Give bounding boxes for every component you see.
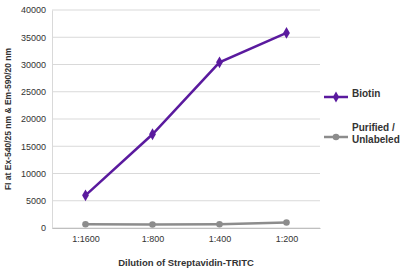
x-tick: 1:1600 <box>72 228 100 244</box>
legend-entry: Biotin <box>324 88 380 102</box>
y-tick-label: 5000 <box>26 196 46 206</box>
legend: Biotin Purified /Unlabeled <box>324 88 400 145</box>
y-tick-label: 20000 <box>21 114 46 124</box>
y-tick-label: 40000 <box>21 5 46 15</box>
point <box>82 189 89 201</box>
x-tick: 1:800 <box>142 228 165 244</box>
legend-label: Purified /Unlabeled <box>352 122 400 145</box>
x-axis-title: Dilution of Streptavidin-TRITC <box>118 257 254 268</box>
legend-label: Biotin <box>352 88 380 99</box>
y-axis-line <box>52 11 53 229</box>
y-tick-label: 0 <box>41 223 46 233</box>
grid <box>52 10 320 228</box>
y-tick-label: 10000 <box>21 169 46 179</box>
series-line <box>86 33 287 195</box>
x-tick-label: 1:200 <box>276 234 299 244</box>
y-tick-label: 35000 <box>21 33 46 43</box>
y-tick-label: 15000 <box>21 142 46 152</box>
point <box>283 27 290 39</box>
point <box>82 221 89 228</box>
y-tick-label: 25000 <box>21 87 46 97</box>
series-group <box>82 27 290 228</box>
x-tick: 1:400 <box>209 228 232 244</box>
grid-line <box>52 200 320 201</box>
y-axis: 0 5000 10000 15000 20000 25000 30000 35000 40000 <box>21 5 53 233</box>
grid-line <box>52 119 320 120</box>
point <box>216 56 223 68</box>
point <box>283 219 290 226</box>
x-axis: 1:1600 1:800 1:400 1:200 <box>53 228 321 244</box>
y-tick: 40000 <box>21 5 52 15</box>
point <box>216 221 223 228</box>
legend-marker <box>333 134 340 141</box>
x-tick-label: 1:1600 <box>72 234 100 244</box>
y-axis-title: FI at Ex-540/25 nm & Em-590/20 nm <box>3 47 13 190</box>
x-tick: 1:200 <box>276 228 299 244</box>
y-tick: 25000 <box>21 87 52 97</box>
x-tick-label: 1:400 <box>209 234 232 244</box>
y-tick: 20000 <box>21 114 52 124</box>
grid-line <box>52 64 320 65</box>
grid-line <box>52 91 320 92</box>
legend-marker <box>333 92 339 103</box>
grid-line <box>52 228 320 229</box>
grid-line <box>52 10 320 11</box>
legend-entry: Purified /Unlabeled <box>324 122 400 145</box>
y-tick: 10000 <box>21 169 52 179</box>
point <box>149 221 156 228</box>
y-tick-label: 30000 <box>21 60 46 70</box>
x-axis-line <box>53 228 321 229</box>
series-line <box>86 223 287 225</box>
y-tick: 35000 <box>21 33 52 43</box>
point <box>149 128 156 140</box>
y-tick: 30000 <box>21 60 52 70</box>
y-tick: 0 <box>41 223 52 233</box>
x-tick-label: 1:800 <box>142 234 165 244</box>
grid-line <box>52 173 320 174</box>
grid-line <box>52 146 320 147</box>
y-tick: 15000 <box>21 142 52 152</box>
y-tick: 5000 <box>26 196 52 206</box>
